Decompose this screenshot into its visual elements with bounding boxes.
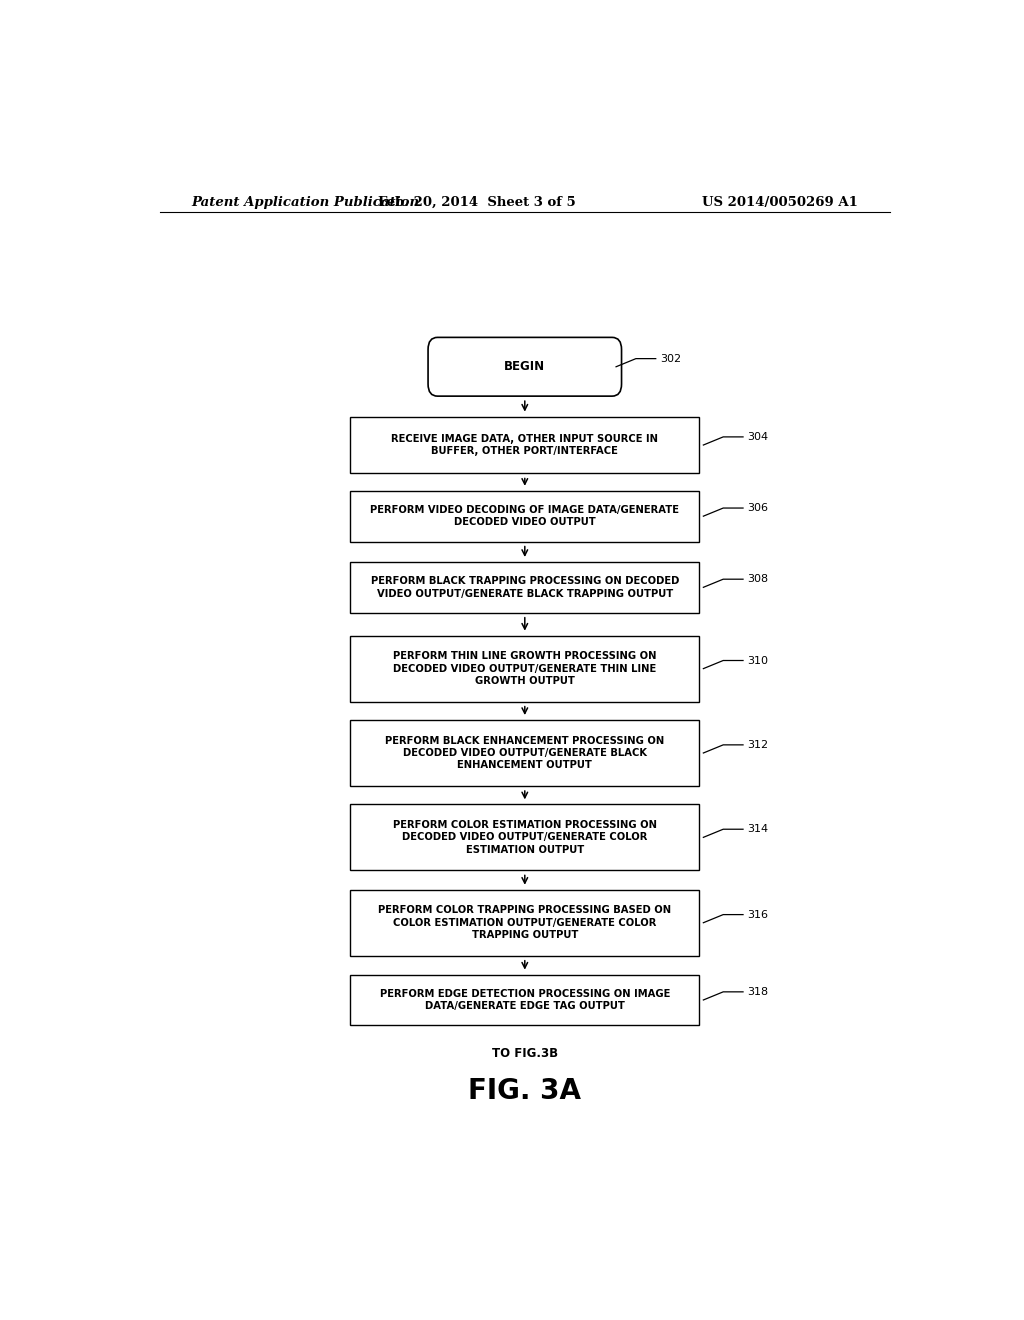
FancyBboxPatch shape (350, 417, 699, 474)
Text: US 2014/0050269 A1: US 2014/0050269 A1 (702, 195, 858, 209)
Text: RECEIVE IMAGE DATA, OTHER INPUT SOURCE IN
BUFFER, OTHER PORT/INTERFACE: RECEIVE IMAGE DATA, OTHER INPUT SOURCE I… (391, 434, 658, 457)
Text: TO FIG.3B: TO FIG.3B (492, 1047, 558, 1060)
Text: FIG. 3A: FIG. 3A (468, 1077, 582, 1105)
Text: PERFORM COLOR TRAPPING PROCESSING BASED ON
COLOR ESTIMATION OUTPUT/GENERATE COLO: PERFORM COLOR TRAPPING PROCESSING BASED … (378, 906, 672, 940)
Text: 308: 308 (748, 574, 768, 585)
Text: Patent Application Publication: Patent Application Publication (191, 195, 420, 209)
Text: Feb. 20, 2014  Sheet 3 of 5: Feb. 20, 2014 Sheet 3 of 5 (378, 195, 577, 209)
Text: 306: 306 (748, 503, 768, 513)
FancyBboxPatch shape (428, 338, 622, 396)
FancyBboxPatch shape (350, 636, 699, 702)
Text: 310: 310 (748, 656, 768, 665)
Text: 304: 304 (748, 432, 768, 442)
FancyBboxPatch shape (350, 491, 699, 541)
Text: PERFORM VIDEO DECODING OF IMAGE DATA/GENERATE
DECODED VIDEO OUTPUT: PERFORM VIDEO DECODING OF IMAGE DATA/GEN… (371, 506, 679, 528)
Text: PERFORM BLACK ENHANCEMENT PROCESSING ON
DECODED VIDEO OUTPUT/GENERATE BLACK
ENHA: PERFORM BLACK ENHANCEMENT PROCESSING ON … (385, 735, 665, 771)
FancyBboxPatch shape (350, 719, 699, 785)
FancyBboxPatch shape (350, 890, 699, 956)
FancyBboxPatch shape (350, 562, 699, 612)
Text: PERFORM BLACK TRAPPING PROCESSING ON DECODED
VIDEO OUTPUT/GENERATE BLACK TRAPPIN: PERFORM BLACK TRAPPING PROCESSING ON DEC… (371, 576, 679, 598)
Text: 302: 302 (659, 354, 681, 363)
FancyBboxPatch shape (350, 804, 699, 870)
FancyBboxPatch shape (350, 974, 699, 1026)
Text: PERFORM EDGE DETECTION PROCESSING ON IMAGE
DATA/GENERATE EDGE TAG OUTPUT: PERFORM EDGE DETECTION PROCESSING ON IMA… (380, 989, 670, 1011)
Text: 314: 314 (748, 824, 768, 834)
Text: PERFORM THIN LINE GROWTH PROCESSING ON
DECODED VIDEO OUTPUT/GENERATE THIN LINE
G: PERFORM THIN LINE GROWTH PROCESSING ON D… (393, 651, 656, 686)
Text: PERFORM COLOR ESTIMATION PROCESSING ON
DECODED VIDEO OUTPUT/GENERATE COLOR
ESTIM: PERFORM COLOR ESTIMATION PROCESSING ON D… (393, 820, 656, 855)
Text: 318: 318 (748, 987, 768, 997)
Text: 316: 316 (748, 909, 768, 920)
Text: BEGIN: BEGIN (504, 360, 546, 374)
Text: 312: 312 (748, 741, 768, 750)
